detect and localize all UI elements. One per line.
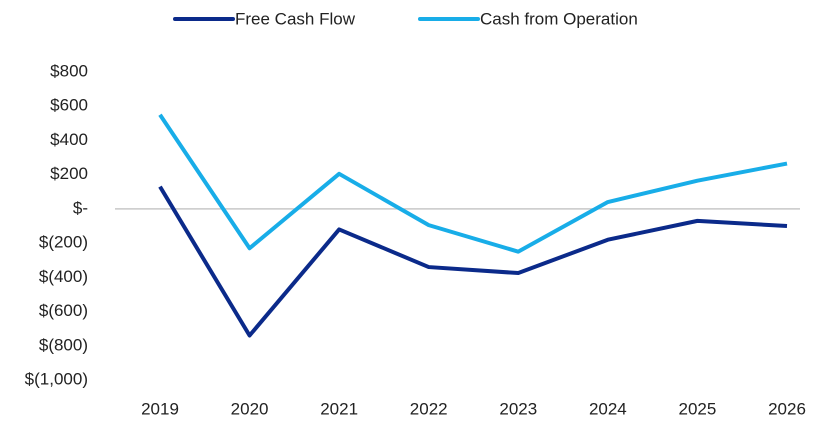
x-tick-label: 2024 [589,399,627,418]
y-tick-label: $(600) [39,301,88,320]
y-tick-label: $400 [50,130,88,149]
x-tick-label: 2020 [231,399,269,418]
y-tick-label: $(800) [39,335,88,354]
y-tick-label: $(200) [39,233,88,252]
series-line [158,185,788,338]
x-tick-label: 2021 [320,399,358,418]
x-tick-label: 2022 [410,399,448,418]
legend-label: Cash from Operation [480,9,638,28]
y-tick-label: $- [73,198,88,217]
y-tick-label: $(1,000) [25,369,88,388]
x-tick-label: 2019 [141,399,179,418]
series-line [158,113,788,254]
y-tick-label: $800 [50,61,88,80]
y-tick-label: $(400) [39,267,88,286]
legend-label: Free Cash Flow [235,9,356,28]
y-tick-label: $200 [50,164,88,183]
y-tick-label: $600 [50,96,88,115]
x-tick-label: 2026 [768,399,806,418]
x-tick-label: 2023 [499,399,537,418]
x-tick-label: 2025 [679,399,717,418]
